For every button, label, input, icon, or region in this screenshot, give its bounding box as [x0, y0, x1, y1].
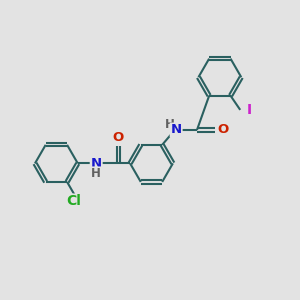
Text: Cl: Cl — [66, 194, 81, 208]
Text: N: N — [91, 157, 102, 170]
Text: H: H — [91, 167, 101, 180]
Text: H: H — [164, 118, 174, 130]
Text: O: O — [218, 124, 229, 136]
Text: I: I — [247, 103, 252, 117]
Text: N: N — [171, 124, 182, 136]
Text: O: O — [113, 131, 124, 144]
